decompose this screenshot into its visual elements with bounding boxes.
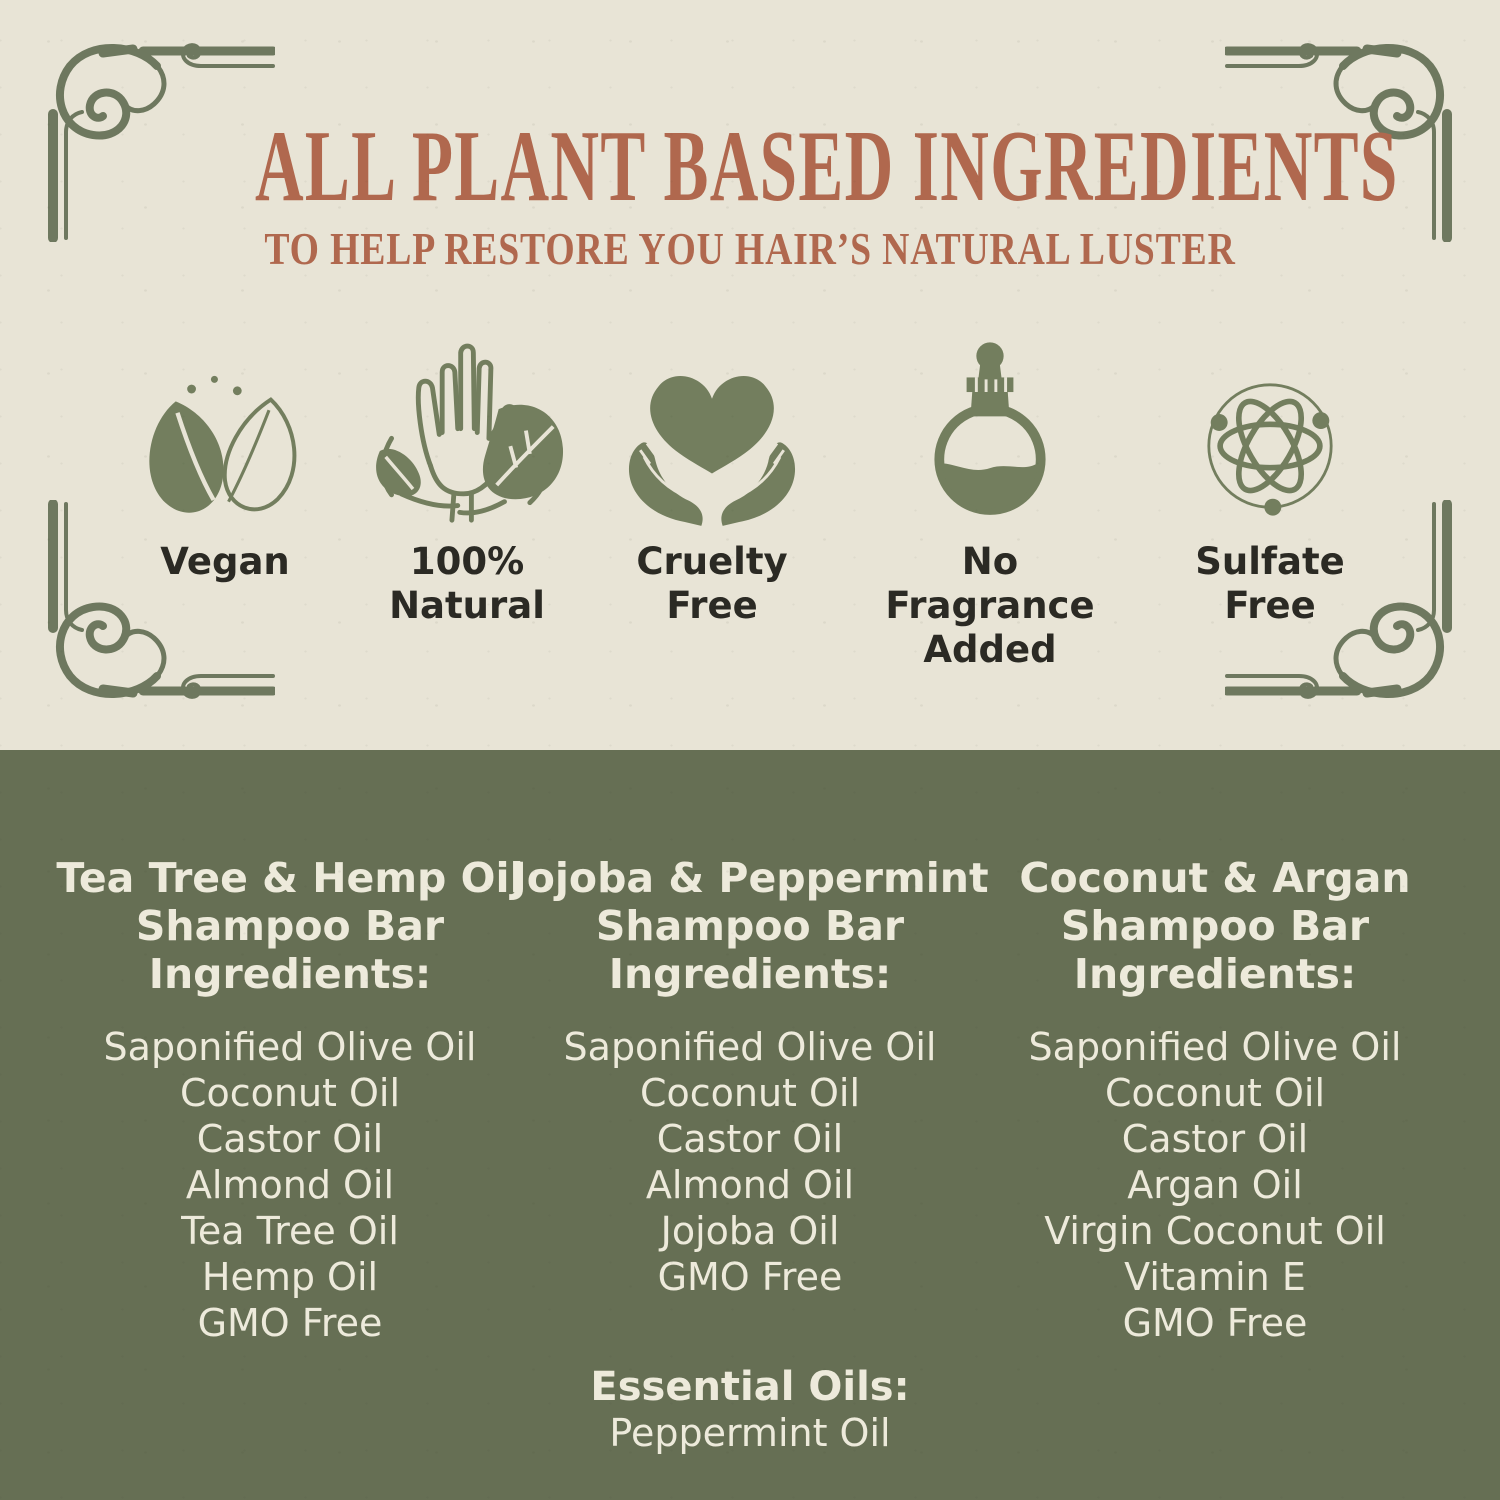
badge-cruelty-free: Cruelty Free bbox=[602, 336, 822, 628]
hands-holding-heart-icon bbox=[628, 375, 796, 526]
page-subtitle: TO HELP RESTORE YOU HAIR’S NATURAL LUSTE… bbox=[264, 223, 1236, 274]
ingredient-item: Hemp Oil bbox=[201, 1255, 379, 1299]
badge-icon-box bbox=[357, 336, 577, 526]
column-heading: Jojoba & Peppermint Shampoo Bar Ingredie… bbox=[500, 854, 1000, 998]
badge-label-line: No Fragrance bbox=[885, 540, 1095, 627]
column-heading: Coconut & Argan Shampoo Bar Ingredients: bbox=[960, 854, 1470, 998]
essential-oil-item: Peppermint Oil bbox=[609, 1411, 891, 1455]
ingredient-item: Castor Oil bbox=[1121, 1117, 1309, 1161]
ingredient-item: GMO Free bbox=[1122, 1301, 1308, 1345]
essential-oils-block: Essential Oils: Peppermint Oil bbox=[500, 1364, 1000, 1456]
hand-with-leaves-icon bbox=[375, 343, 563, 523]
leaves-icon bbox=[149, 375, 297, 513]
ingredient-item: Almond Oil bbox=[185, 1163, 395, 1207]
heading-line: Coconut & Argan bbox=[1019, 854, 1411, 902]
badge-label-line: Sulfate bbox=[1195, 540, 1345, 583]
badge-label-line: Added bbox=[923, 628, 1057, 671]
ingredient-list: Saponified Olive Oil Coconut Oil Castor … bbox=[960, 1024, 1470, 1346]
ingredient-item: Jojoba Oil bbox=[660, 1209, 840, 1253]
ingredients-column-coconut-argan: Coconut & Argan Shampoo Bar Ingredients:… bbox=[960, 854, 1470, 1346]
ingredient-item: Saponified Olive Oil bbox=[103, 1025, 477, 1069]
badge-label: Vegan bbox=[115, 540, 335, 584]
ingredient-item: Virgin Coconut Oil bbox=[1044, 1209, 1386, 1253]
badge-icon-box bbox=[855, 336, 1125, 526]
badge-label-line: 100% bbox=[409, 540, 525, 583]
corner-flourish-top-left bbox=[48, 43, 275, 242]
essential-oils-heading: Essential Oils: bbox=[590, 1364, 910, 1410]
heading-line: Ingredients: bbox=[1073, 950, 1357, 998]
ingredient-item: Coconut Oil bbox=[1104, 1071, 1326, 1115]
corner-flourish-top-right bbox=[1225, 43, 1452, 242]
badge-icon-box bbox=[602, 336, 822, 526]
ingredients-panel: Tea Tree & Hemp Oil Shampoo Bar Ingredie… bbox=[0, 750, 1500, 1500]
badge-label: No Fragrance Added bbox=[855, 540, 1125, 672]
corner-flourish-bottom-right bbox=[1225, 500, 1452, 699]
heading-line: Tea Tree & Hemp Oil bbox=[56, 854, 524, 902]
badge-100-natural: 100% Natural bbox=[357, 336, 577, 628]
badge-label: Cruelty Free bbox=[602, 540, 822, 628]
badge-vegan: Vegan bbox=[115, 336, 335, 584]
ingredient-item: Castor Oil bbox=[196, 1117, 384, 1161]
corner-flourish-bottom-left bbox=[48, 500, 275, 699]
ingredient-item: Coconut Oil bbox=[179, 1071, 401, 1115]
ingredients-column-tea-tree-hemp: Tea Tree & Hemp Oil Shampoo Bar Ingredie… bbox=[40, 854, 540, 1346]
heading-line: Shampoo Bar bbox=[595, 902, 905, 950]
fragrance-bottle-icon bbox=[934, 342, 1046, 515]
badge-label-line: Vegan bbox=[160, 540, 290, 583]
heading-line: Shampoo Bar bbox=[135, 902, 445, 950]
page-title: ALL PLANT BASED INGREDIENTS bbox=[254, 110, 1399, 223]
ingredient-list: Saponified Olive Oil Coconut Oil Castor … bbox=[40, 1024, 540, 1346]
heading-line: Ingredients: bbox=[148, 950, 432, 998]
ingredient-item: Vitamin E bbox=[1124, 1255, 1306, 1299]
badge-label-line: Free bbox=[666, 584, 758, 627]
ingredient-item: Castor Oil bbox=[656, 1117, 844, 1161]
ingredient-item: GMO Free bbox=[197, 1301, 383, 1345]
badge-icon-box bbox=[1150, 336, 1390, 526]
ingredient-item: GMO Free bbox=[657, 1255, 843, 1299]
badge-icon-box bbox=[115, 336, 335, 526]
heading-line: Jojoba & Peppermint bbox=[511, 854, 989, 902]
ingredient-item: Tea Tree Oil bbox=[181, 1209, 399, 1253]
ingredient-item: Saponified Olive Oil bbox=[563, 1025, 937, 1069]
ingredients-column-jojoba-peppermint: Jojoba & Peppermint Shampoo Bar Ingredie… bbox=[500, 854, 1000, 1456]
badge-label-line: Natural bbox=[389, 584, 545, 627]
ingredient-list: Saponified Olive Oil Coconut Oil Castor … bbox=[500, 1024, 1000, 1300]
badge-label-line: Cruelty bbox=[636, 540, 788, 583]
atom-icon bbox=[1207, 383, 1333, 516]
badge-label-line: Free bbox=[1224, 584, 1316, 627]
column-heading: Tea Tree & Hemp Oil Shampoo Bar Ingredie… bbox=[40, 854, 540, 998]
badge-no-fragrance: No Fragrance Added bbox=[855, 336, 1125, 672]
ingredient-item: Coconut Oil bbox=[639, 1071, 861, 1115]
badge-label: 100% Natural bbox=[357, 540, 577, 628]
heading-line: Shampoo Bar bbox=[1060, 902, 1370, 950]
ingredient-item: Saponified Olive Oil bbox=[1028, 1025, 1402, 1069]
ingredient-item: Almond Oil bbox=[645, 1163, 855, 1207]
ingredient-item: Argan Oil bbox=[1127, 1163, 1303, 1207]
badge-sulfate-free: Sulfate Free bbox=[1150, 336, 1390, 628]
badge-label: Sulfate Free bbox=[1150, 540, 1390, 628]
heading-line: Ingredients: bbox=[608, 950, 892, 998]
